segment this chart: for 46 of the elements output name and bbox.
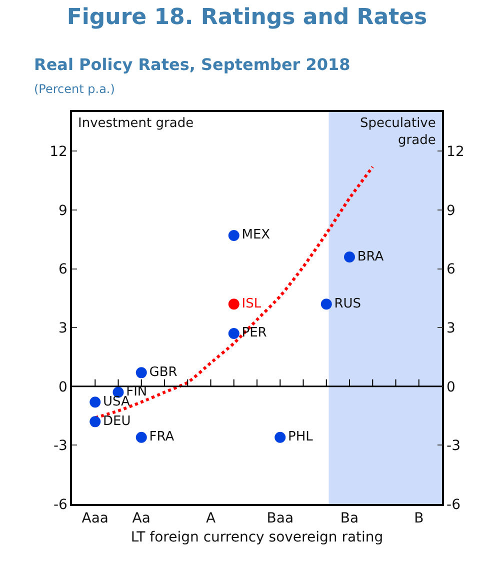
point <box>136 432 147 443</box>
data-label: USA <box>103 394 130 410</box>
y2-tick-label: 12 <box>446 144 464 160</box>
point <box>344 252 355 263</box>
y-tick-label: -3 <box>53 438 68 454</box>
y2-tick-label: 6 <box>446 262 456 278</box>
data-label: FRA <box>149 430 174 445</box>
point <box>228 230 240 241</box>
y2-tick-label: 0 <box>446 379 456 396</box>
x-tick-label: Aaa <box>82 510 109 527</box>
data-label: RUS <box>334 296 362 312</box>
chart-title: Figure 18. Ratings and Rates <box>66 5 428 30</box>
point <box>228 328 240 339</box>
point <box>320 298 332 310</box>
y-axis-title: (Percent p.a.) <box>34 82 115 96</box>
y2-tick-label: 3 <box>446 320 456 336</box>
x-tick-label: Aa <box>132 510 150 527</box>
x-tick-label: B <box>414 510 424 527</box>
data-label: ISL <box>242 296 262 312</box>
point <box>274 432 286 443</box>
data-label: BRA <box>357 249 384 264</box>
x-tick-label: Baa <box>266 510 294 527</box>
point <box>90 396 101 408</box>
y2-tick-label: 9 <box>446 202 456 219</box>
y-tick-label: 0 <box>58 379 68 396</box>
data-label: DEU <box>103 414 131 429</box>
data-label: PER <box>242 326 267 341</box>
data-label: GBR <box>149 364 178 380</box>
y2-tick-label: -6 <box>446 496 461 513</box>
annotation: Investment grade <box>78 116 194 131</box>
point <box>136 367 147 378</box>
data-label: MEX <box>242 228 270 243</box>
y-tick-label: 3 <box>58 320 68 336</box>
point <box>228 298 240 310</box>
point <box>90 416 101 428</box>
x-tick-label: Ba <box>340 510 359 527</box>
x-tick-label: A <box>206 510 216 527</box>
annotation: Speculative grade <box>360 116 436 148</box>
y2-tick-label: -3 <box>446 438 461 454</box>
x-axis-title: LT foreign currency sovereign rating <box>130 529 384 546</box>
chart-subtitle: Real Policy Rates, September 2018 <box>34 55 350 74</box>
y-tick-label: 9 <box>58 202 68 219</box>
data-label: PHL <box>288 430 314 445</box>
y-tick-label: 12 <box>50 144 68 160</box>
y-tick-label: 6 <box>58 262 68 278</box>
y-tick-label: -6 <box>53 496 68 513</box>
